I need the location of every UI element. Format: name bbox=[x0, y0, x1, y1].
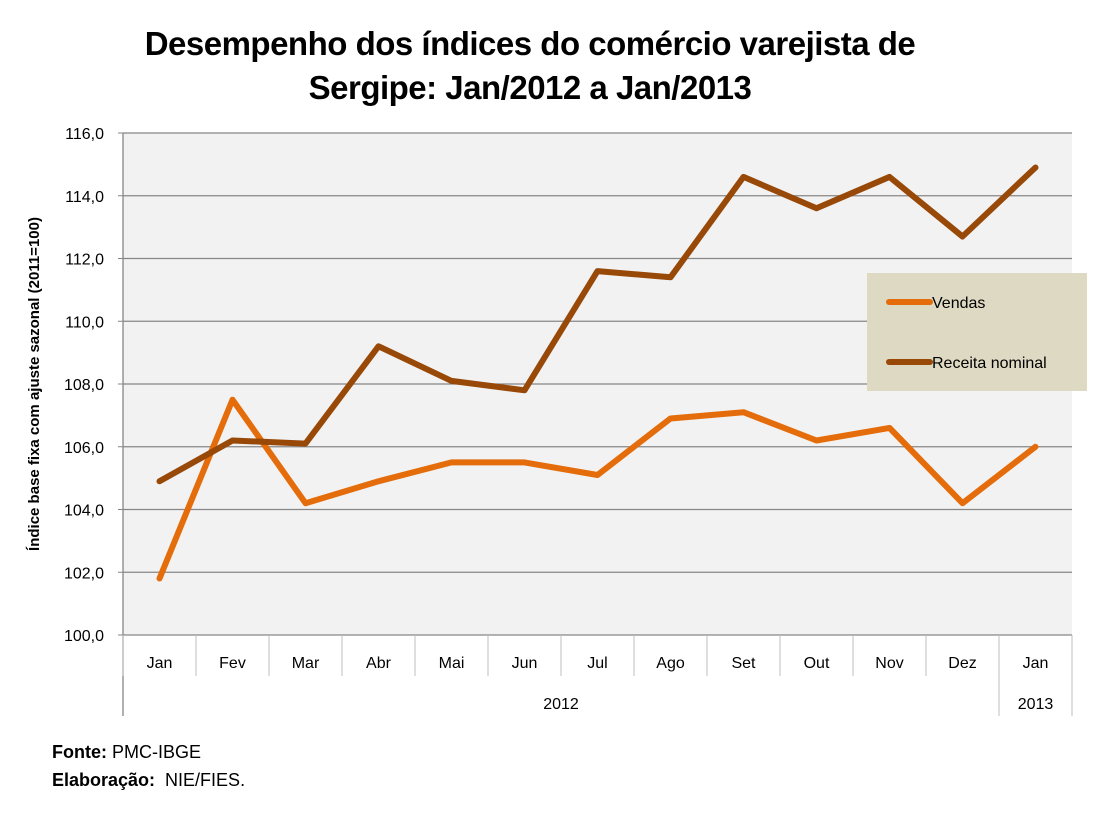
axes bbox=[122, 133, 1072, 716]
footer-source: Fonte: PMC-IBGE bbox=[52, 742, 201, 763]
footer-credit-value: NIE/FIES. bbox=[155, 770, 246, 790]
y-tick-label: 114,0 bbox=[65, 189, 104, 206]
x-tick-label: Dez bbox=[948, 655, 976, 672]
legend: Vendas Receita nominal bbox=[867, 273, 1087, 391]
y-tick-label: 100,0 bbox=[64, 628, 104, 645]
x-tick-label: Jul bbox=[587, 655, 607, 672]
x-tick-label: Set bbox=[731, 655, 756, 672]
footer-credit-label: Elaboração: bbox=[52, 770, 156, 790]
x-tick-label: Jan bbox=[1023, 655, 1049, 672]
x-tick-label: Fev bbox=[219, 655, 246, 672]
x-tick-label: Ago bbox=[656, 655, 685, 672]
y-tick-label: 106,0 bbox=[64, 440, 104, 457]
series-line-receita-nominal bbox=[156, 164, 1039, 485]
x-tick-label: Abr bbox=[366, 655, 392, 672]
x-tick-label: Jun bbox=[512, 655, 538, 672]
y-tick-label: 116,0 bbox=[65, 126, 104, 143]
y-axis-ticks: 100,0 102,0 104,0 106,0 108,0 110,0 112,0 114,0… bbox=[64, 126, 123, 645]
legend-label-receita-nominal: Receita nominal bbox=[932, 355, 1047, 372]
series-line-vendas bbox=[156, 396, 1039, 582]
x-tick-label: Mai bbox=[439, 655, 465, 672]
x-axis-categories: Jan Fev Mar Abr Mai Jun Jul Ago Set Out Nov Dez Jan 2… bbox=[122, 635, 1073, 716]
footer-source-value: PMC-IBGE bbox=[106, 742, 201, 762]
year-group-label: 2013 bbox=[1018, 696, 1054, 713]
y-axis-label: Índice base fixa com ajuste sazonal (201… bbox=[26, 217, 43, 551]
x-tick-label: Jan bbox=[147, 655, 173, 672]
legend-label-vendas: Vendas bbox=[932, 295, 985, 312]
y-tick-label: 110,0 bbox=[65, 314, 104, 331]
y-tick-label: 108,0 bbox=[64, 377, 104, 394]
chart-title-line-1: Desempenho dos índices do comércio varej… bbox=[144, 25, 916, 62]
y-tick-label: 112,0 bbox=[65, 252, 104, 269]
legend-box bbox=[867, 273, 1087, 391]
x-tick-label: Nov bbox=[875, 655, 903, 672]
year-group-label: 2012 bbox=[543, 696, 579, 713]
series-lines bbox=[156, 164, 1039, 582]
x-tick-label: Mar bbox=[292, 655, 320, 672]
chart-title-line-2: Sergipe: Jan/2012 a Jan/2013 bbox=[308, 69, 752, 106]
y-tick-label: 102,0 bbox=[64, 565, 104, 582]
chart-title: Desempenho dos índices do comércio varej… bbox=[0, 22, 1060, 110]
x-tick-label: Out bbox=[804, 655, 830, 672]
y-tick-label: 104,0 bbox=[64, 503, 104, 520]
footer-credit: Elaboração: NIE/FIES. bbox=[52, 770, 245, 791]
footer-source-label: Fonte: bbox=[52, 742, 107, 762]
